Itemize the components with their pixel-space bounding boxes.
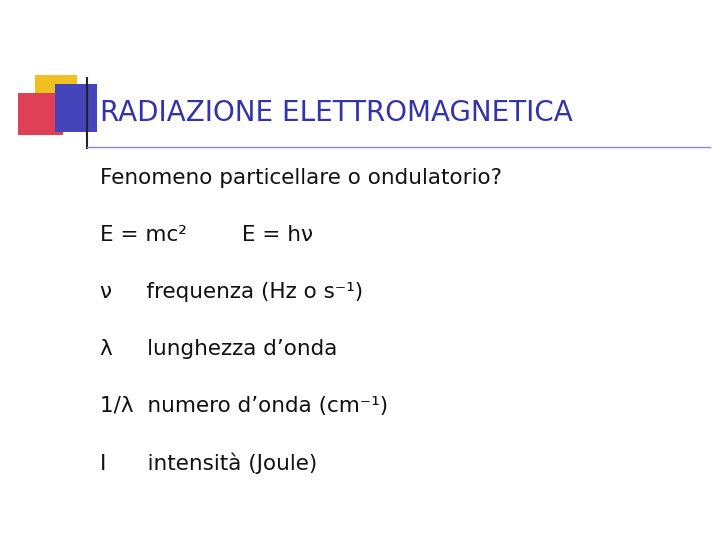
Text: λ     lunghezza d’onda: λ lunghezza d’onda: [100, 339, 338, 359]
Text: RADIAZIONE ELETTROMAGNETICA: RADIAZIONE ELETTROMAGNETICA: [100, 99, 572, 127]
Text: I      intensità (Joule): I intensità (Joule): [100, 453, 318, 474]
Text: E = mc²        E = hν: E = mc² E = hν: [100, 225, 313, 245]
Bar: [55, 84, 97, 132]
Bar: [18, 93, 63, 135]
Bar: [35, 75, 77, 117]
Text: 1/λ  numero d’onda (cm⁻¹): 1/λ numero d’onda (cm⁻¹): [100, 396, 388, 416]
Text: ν     frequenza (Hz o s⁻¹): ν frequenza (Hz o s⁻¹): [100, 282, 363, 302]
Text: Fenomeno particellare o ondulatorio?: Fenomeno particellare o ondulatorio?: [100, 168, 502, 188]
